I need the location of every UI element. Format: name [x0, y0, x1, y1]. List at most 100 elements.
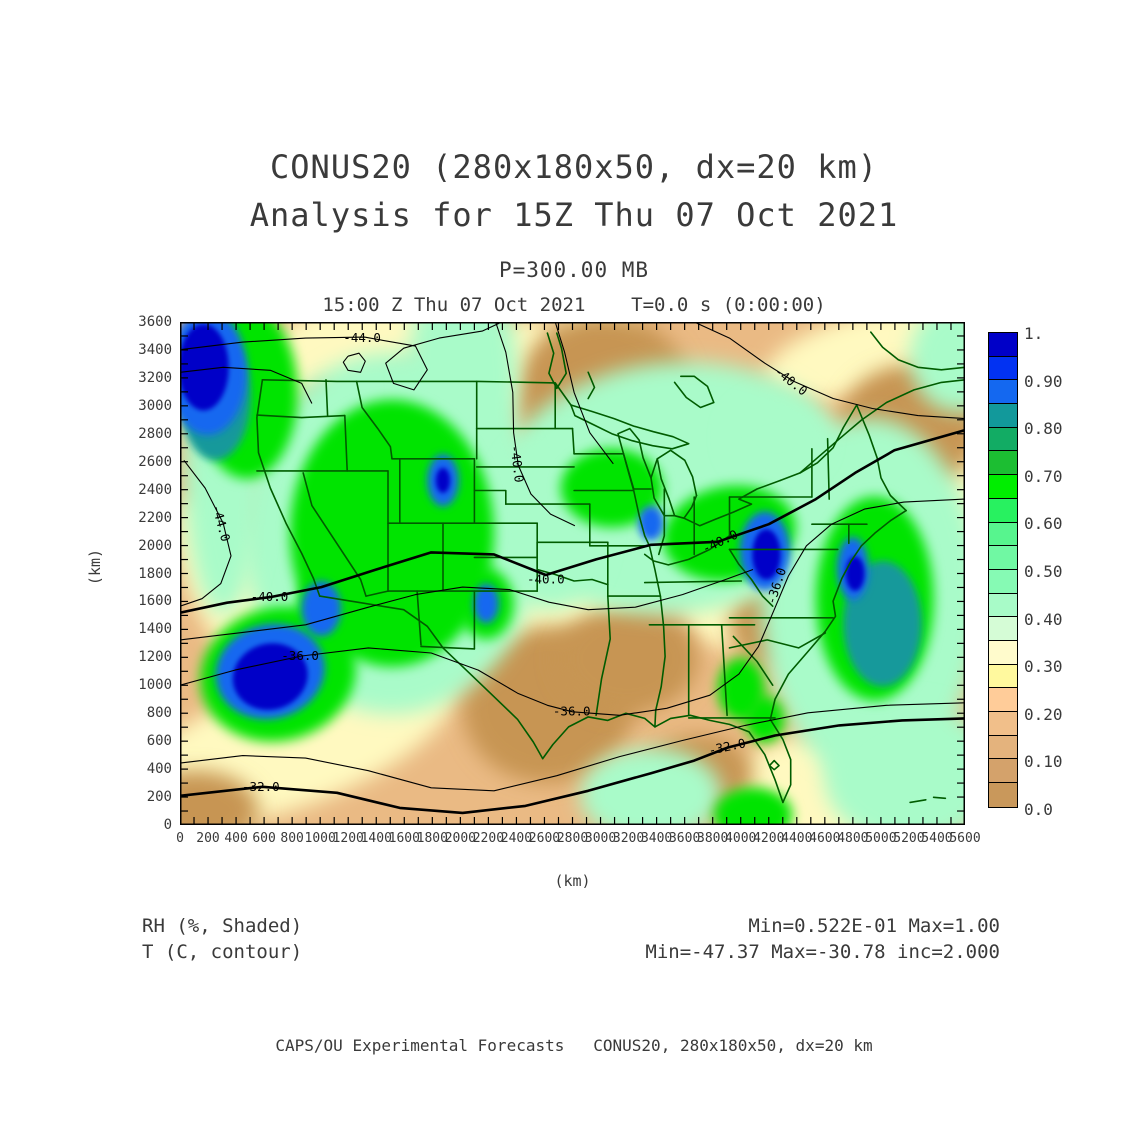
- colorbar-tick-label: 0.90: [1024, 371, 1063, 391]
- colorbar-tick-label: 0.10: [1024, 752, 1063, 772]
- y-tick-label: 0: [163, 817, 172, 833]
- x-tick-label: 5000: [865, 831, 897, 846]
- y-tick-label: 1800: [138, 565, 172, 582]
- colorbar-tick-label: 0.60: [1024, 514, 1063, 534]
- y-tick-label: 1200: [138, 649, 172, 666]
- temperature-contour-line: [495, 322, 576, 527]
- state-border: [909, 799, 927, 804]
- colorbar-tick-label: 0.20: [1024, 704, 1063, 724]
- y-tick-label: 200: [146, 789, 172, 806]
- state-border: [473, 489, 507, 505]
- temperature-contour-line: [554, 322, 614, 465]
- y-tick-label: 3400: [138, 341, 172, 358]
- plot-title: CONUS20 (280x180x50, dx=20 km): [270, 148, 878, 186]
- state-borders: [256, 331, 965, 804]
- state-border: [541, 712, 784, 804]
- y-tick-label: 600: [146, 733, 172, 750]
- temperature-contour-line: [180, 428, 965, 614]
- colorbar-tick-label: 0.40: [1024, 609, 1063, 629]
- y-tick-label: 3000: [138, 397, 172, 414]
- y-tick-label: 2200: [138, 509, 172, 526]
- shaded-field-label: RH (%, Shaded): [142, 915, 303, 937]
- colorbar-cell: [989, 617, 1017, 641]
- state-border: [683, 479, 782, 527]
- state-border: [799, 379, 965, 474]
- contour-minmax-label: Min=-47.37 Max=-30.78 inc=2.000: [645, 941, 1000, 963]
- x-tick-label: 4600: [809, 831, 841, 846]
- temperature-contour-line: [180, 498, 965, 716]
- state-border: [318, 595, 544, 760]
- colorbar-cell: [989, 380, 1017, 405]
- colorbar-cell: [989, 735, 1017, 760]
- temperature-contour-line: [180, 717, 965, 815]
- colorbar-tick-label: 1.: [1024, 324, 1044, 343]
- plot-frame-ticks: [180, 322, 965, 825]
- rh-shade-blob: [713, 787, 793, 825]
- x-tick-label: 5200: [893, 831, 925, 846]
- rh-shade-blob: [910, 322, 965, 413]
- state-border: [571, 427, 575, 455]
- temperature-contour-line: [180, 322, 503, 391]
- colorbar-tick-label: 0.0: [1024, 800, 1053, 819]
- rh-shade-blob: [745, 695, 785, 743]
- temperature-contour-line: [342, 352, 366, 373]
- rh-shading-field: [180, 322, 965, 825]
- contour-label: -40.0: [251, 589, 289, 604]
- rh-shade-blob: [752, 529, 781, 580]
- state-border: [256, 379, 321, 597]
- state-border: [779, 404, 858, 482]
- y-tick-label: 3200: [138, 369, 172, 386]
- x-tick-label: 3600: [668, 831, 701, 846]
- state-border: [768, 759, 780, 771]
- contour-label: -32.0: [242, 779, 280, 794]
- x-tick-label: 5400: [921, 831, 953, 846]
- rh-shade-blob: [845, 556, 865, 591]
- colorbar-cell: [989, 404, 1017, 428]
- colorbar-cell: [989, 333, 1017, 357]
- x-tick-label: 4400: [781, 831, 813, 846]
- state-border: [302, 472, 367, 597]
- x-tick-label: 0: [176, 831, 184, 846]
- state-border: [622, 453, 666, 728]
- credit-footer: CAPS/OU Experimental Forecasts CONUS20, …: [275, 1036, 873, 1055]
- colorbar-cell: [989, 451, 1017, 476]
- x-tick-label: 2600: [528, 831, 561, 846]
- y-tick-label: 800: [146, 705, 172, 722]
- x-tick-label: 200: [196, 831, 220, 846]
- state-border: [355, 380, 393, 460]
- state-border: [420, 645, 476, 650]
- rh-shade-blob: [843, 561, 922, 687]
- x-tick-label: 1000: [304, 831, 336, 846]
- y-axis-unit-label: (km): [86, 548, 104, 586]
- colorbar-cell: [989, 427, 1017, 452]
- x-tick-label: 5600: [949, 831, 981, 846]
- state-border: [673, 375, 715, 409]
- state-border: [344, 414, 348, 472]
- y-tick-label: 2000: [138, 537, 172, 554]
- x-tick-label: 800: [280, 831, 304, 846]
- state-border: [769, 509, 907, 804]
- state-border: [256, 414, 346, 419]
- y-tick-label: 2400: [138, 481, 172, 498]
- x-tick-label: 1400: [360, 831, 392, 846]
- rh-shade-blob: [301, 581, 341, 637]
- rh-shade-blob: [729, 398, 824, 477]
- colorbar-cell: [989, 546, 1017, 570]
- contour-field-label: T (C, contour): [142, 941, 303, 963]
- colorbar-tick-label: 0.50: [1024, 562, 1063, 581]
- rh-shade-blob: [556, 604, 699, 714]
- state-border: [855, 404, 907, 512]
- shaded-minmax-label: Min=0.522E-01 Max=1.00: [748, 915, 1000, 937]
- state-border: [587, 371, 596, 400]
- state-border: [570, 404, 690, 450]
- colorbar-cell: [989, 593, 1017, 618]
- colorbar-tick-label: 0.30: [1024, 657, 1063, 677]
- y-tick-label: 1000: [138, 677, 172, 694]
- state-border: [536, 556, 609, 586]
- x-tick-label: 2800: [556, 831, 589, 846]
- colorbar-cell: [989, 498, 1017, 523]
- colorbar: [988, 332, 1018, 808]
- rh-shade-blob: [473, 584, 499, 624]
- temperature-contour-line: [180, 568, 754, 641]
